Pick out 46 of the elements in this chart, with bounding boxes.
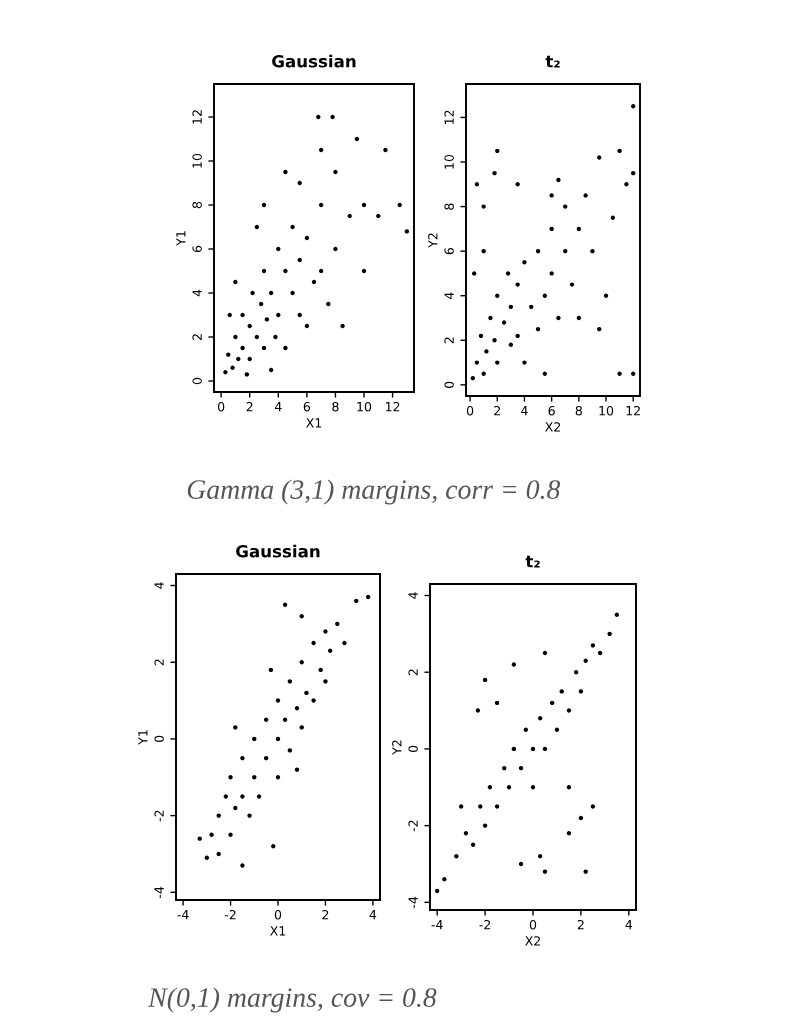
- point: [318, 202, 324, 208]
- point: [268, 667, 274, 673]
- point: [258, 301, 264, 307]
- chart-title: Gaussian: [236, 544, 320, 558]
- point: [578, 815, 584, 821]
- point: [535, 326, 541, 332]
- chart-title: Gaussian: [272, 54, 356, 68]
- point: [518, 765, 524, 771]
- point: [494, 700, 500, 706]
- point: [478, 333, 484, 339]
- point: [268, 367, 274, 373]
- point: [361, 268, 367, 274]
- point: [254, 334, 260, 340]
- point: [354, 136, 360, 142]
- point: [275, 736, 281, 742]
- point: [318, 268, 324, 274]
- point: [542, 650, 548, 656]
- point: [254, 224, 260, 230]
- point: [549, 700, 555, 706]
- point: [304, 235, 310, 241]
- chart-title: t₂: [525, 555, 540, 568]
- point: [318, 147, 324, 153]
- point: [542, 746, 548, 752]
- point: [576, 226, 582, 232]
- chart-title: t₂: [545, 55, 560, 68]
- point: [204, 855, 210, 861]
- point: [268, 290, 274, 296]
- point: [530, 746, 536, 752]
- point: [304, 323, 310, 329]
- point: [597, 650, 603, 656]
- point: [576, 315, 582, 321]
- text: N(0,1) margins, cov = 0.8: [148, 987, 437, 1013]
- point: [434, 888, 440, 894]
- point: [365, 594, 371, 600]
- text: Gamma (3,1) margins, corr = 0.8: [187, 479, 561, 505]
- point: [261, 268, 267, 274]
- point: [482, 677, 488, 683]
- point: [361, 202, 367, 208]
- point: [261, 202, 267, 208]
- point: [263, 755, 269, 761]
- point: [535, 248, 541, 254]
- point: [508, 304, 514, 310]
- point: [518, 861, 524, 867]
- point: [511, 746, 517, 752]
- point: [311, 279, 317, 285]
- point: [261, 345, 267, 351]
